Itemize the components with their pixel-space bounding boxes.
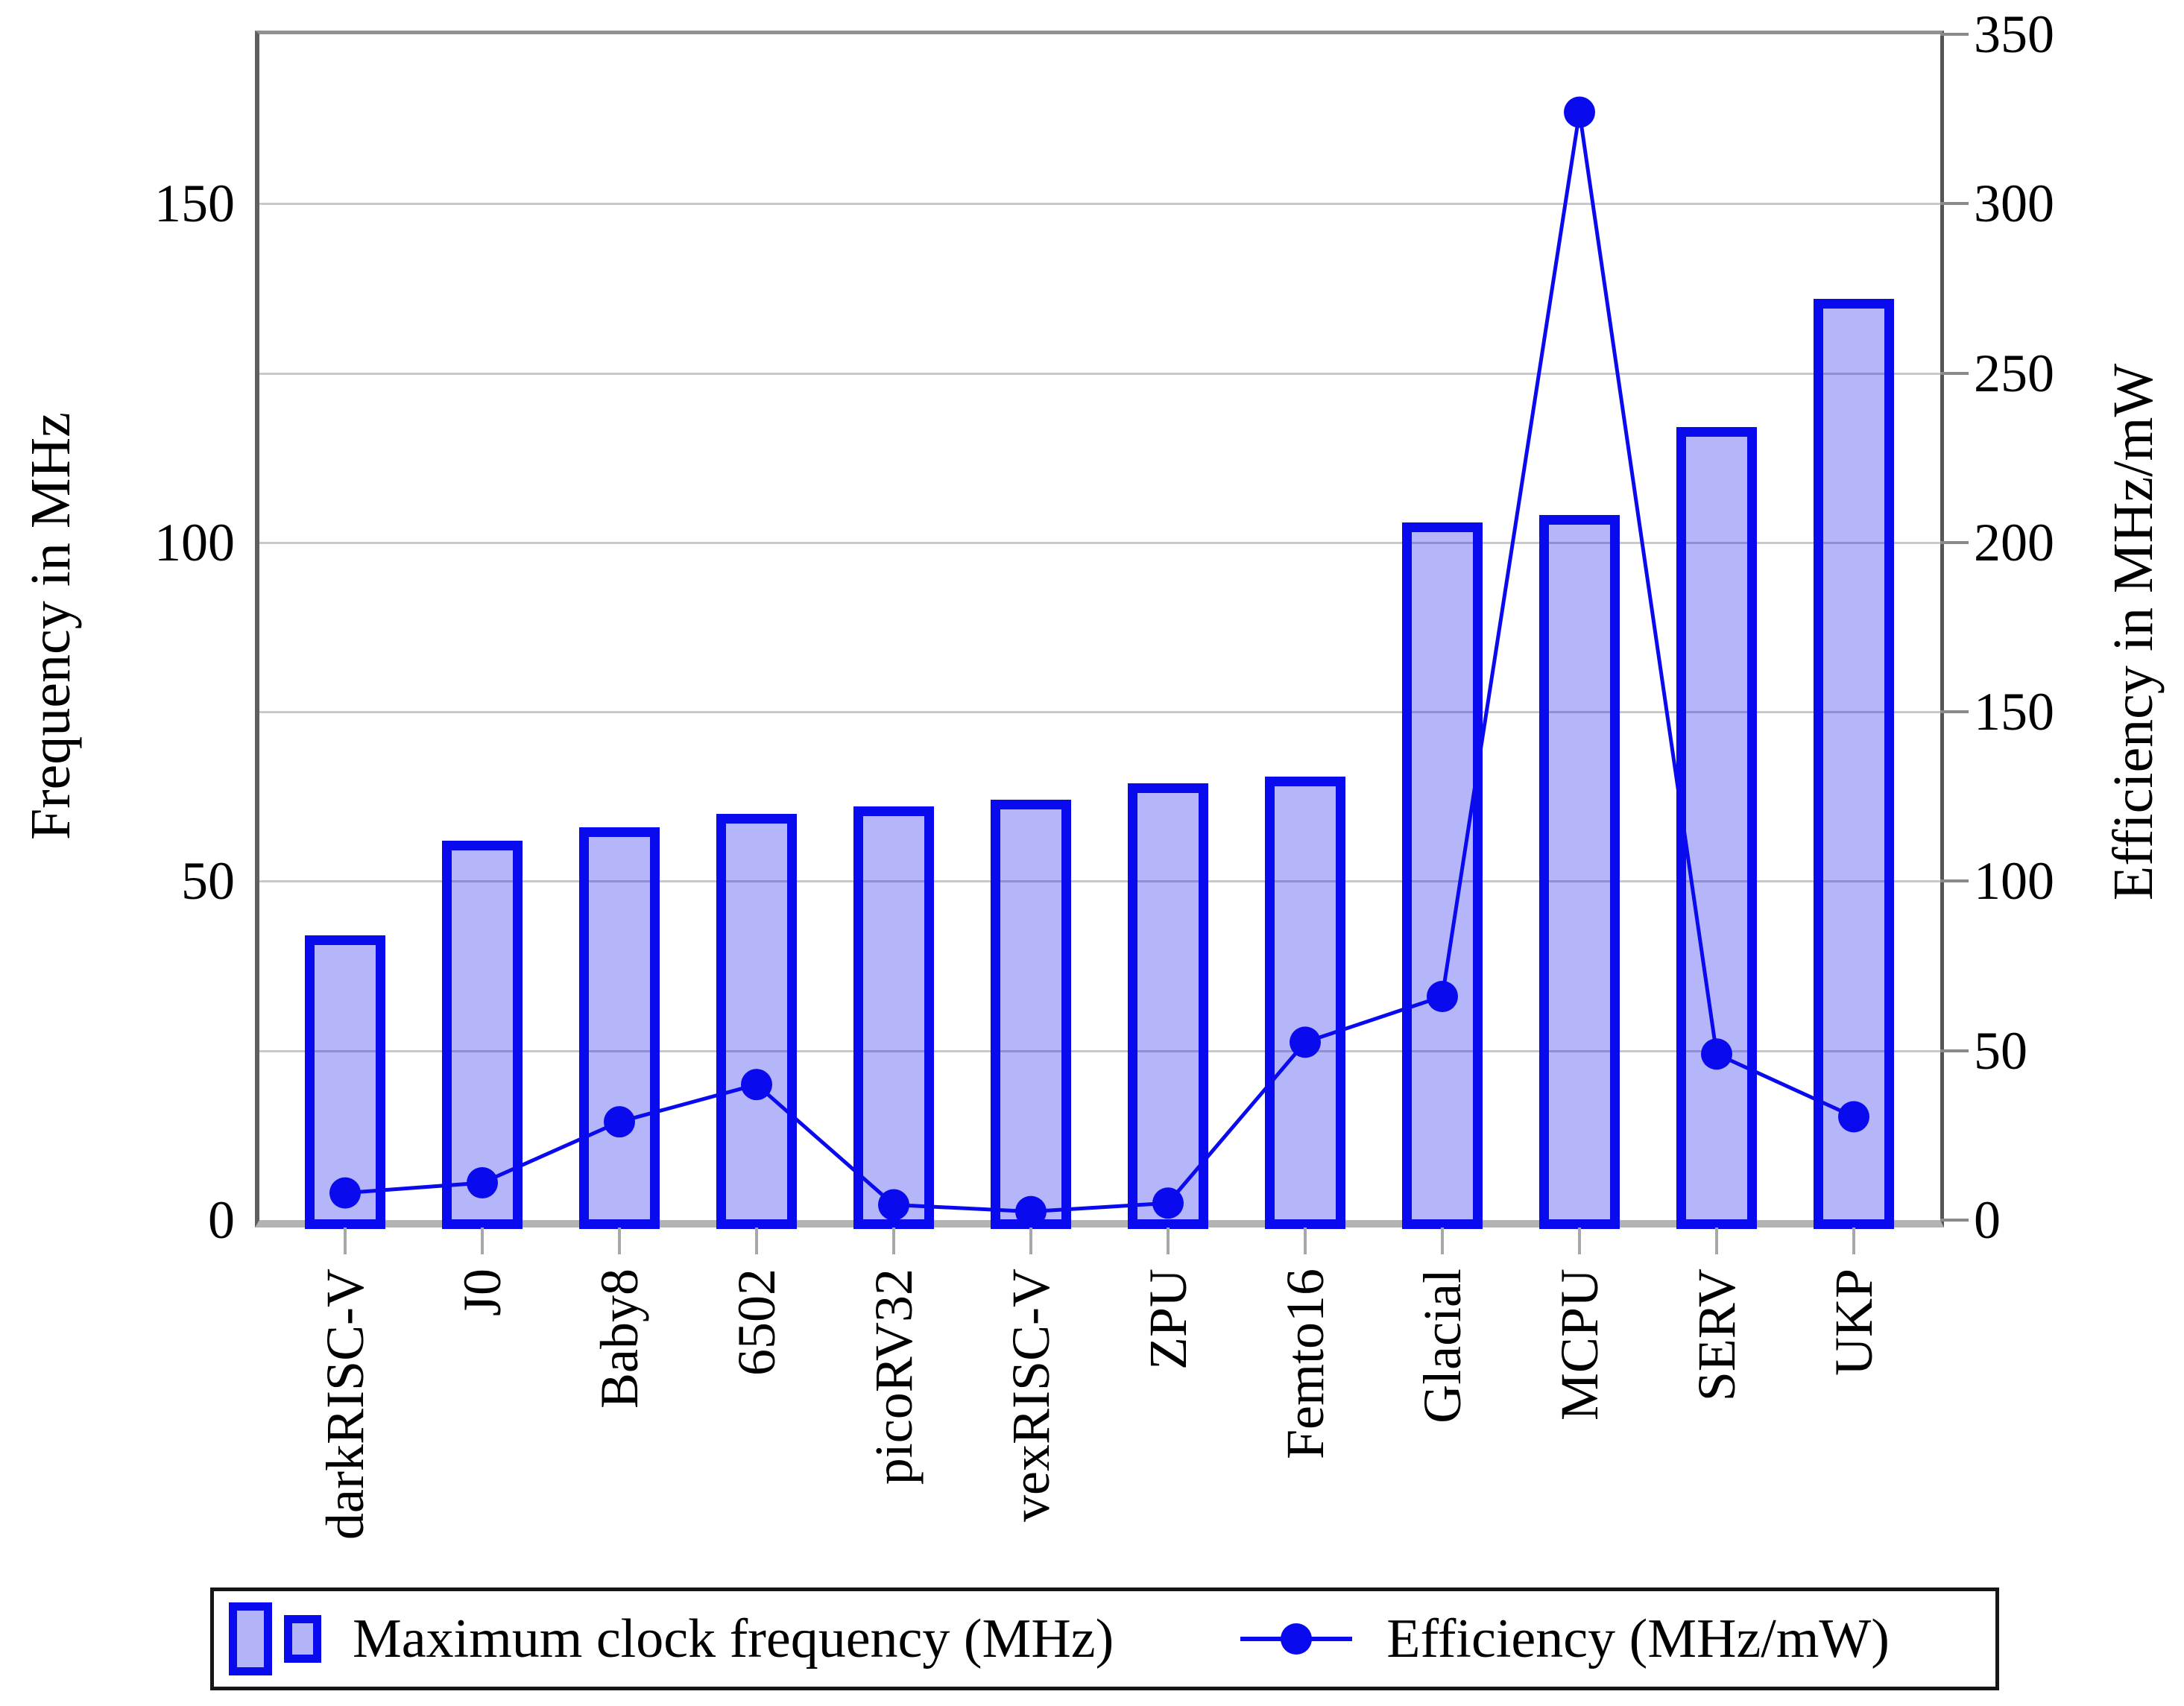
x-tick-mark	[481, 1228, 484, 1254]
line-series-icon	[1240, 1622, 1353, 1656]
point-mcpu	[1564, 96, 1595, 128]
legend-label-frequency: Maximum clock frequency (MHz)	[353, 1608, 1114, 1669]
x-tick-label-serv: SERV	[1687, 1269, 1746, 1402]
right-tick-label-0: 0	[1974, 1190, 2001, 1250]
efficiency-line-layer	[329, 96, 1869, 1228]
x-tick-label-vexrisc-v: vexRISC-V	[1001, 1269, 1061, 1522]
bar-series-icon	[229, 1602, 321, 1675]
point-zpu	[1152, 1187, 1184, 1219]
dot-swatch	[1281, 1623, 1313, 1655]
efficiency-line	[344, 112, 1855, 1214]
point-femto16	[1290, 1026, 1321, 1058]
x-tick-label-ukp: UKP	[1824, 1269, 1884, 1377]
bar-serv	[1676, 427, 1757, 1229]
x-tick-mark	[1167, 1228, 1170, 1254]
legend-label-efficiency: Efficiency (MHz/mW)	[1386, 1608, 1890, 1669]
x-tick-label-femto16: Femto16	[1275, 1269, 1335, 1460]
left-axis-title: Frequency in MHz	[19, 411, 82, 841]
bar-j0	[442, 840, 523, 1229]
x-tick-mark	[1578, 1228, 1581, 1254]
right-axis-title: Efficiency in MHz/mW	[2102, 363, 2165, 901]
left-tick-label-50: 50	[181, 851, 235, 912]
right-tick-mark	[1940, 202, 1969, 206]
gridline-y	[259, 711, 1940, 714]
point-serv	[1701, 1038, 1732, 1070]
gridline-y	[259, 372, 1940, 375]
x-tick-mark	[1852, 1228, 1855, 1254]
left-tick-label-150: 150	[154, 174, 235, 234]
plot-area	[255, 31, 1944, 1228]
legend: Maximum clock frequency (MHz) Efficiency…	[210, 1587, 1999, 1690]
x-tick-label-j0: J0	[452, 1269, 512, 1317]
x-tick-label-6502: 6502	[727, 1269, 786, 1376]
bar-ukp	[1814, 298, 1894, 1229]
bar-swatch-tall	[229, 1602, 272, 1675]
right-tick-mark	[1940, 371, 1969, 375]
right-tick-label-50: 50	[1974, 1020, 2027, 1081]
x-tick-mark	[755, 1228, 758, 1254]
gridline-y	[259, 1049, 1940, 1052]
left-tick-label-100: 100	[154, 512, 235, 572]
x-tick-label-glacial: Glacial	[1413, 1269, 1472, 1424]
x-tick-mark	[344, 1228, 347, 1254]
x-tick-label-baby8: Baby8	[590, 1269, 649, 1409]
bar-picorv32	[853, 806, 934, 1229]
gridline-y	[259, 203, 1940, 206]
point-darkrisc-v	[329, 1177, 361, 1209]
x-tick-mark	[892, 1228, 895, 1254]
point-j0	[467, 1166, 498, 1198]
x-tick-mark	[1304, 1228, 1307, 1254]
point-picorv32	[878, 1189, 909, 1221]
bar-6502	[716, 813, 797, 1229]
bar-swatch-short	[284, 1615, 321, 1663]
right-tick-label-200: 200	[1974, 512, 2054, 572]
bar-glacial	[1402, 522, 1483, 1229]
right-tick-label-350: 350	[1974, 4, 2054, 64]
point-baby8	[604, 1106, 635, 1138]
x-tick-mark	[1029, 1228, 1032, 1254]
right-tick-label-100: 100	[1974, 851, 2054, 912]
x-tick-label-mcpu: MCPU	[1550, 1269, 1609, 1421]
right-tick-label-300: 300	[1974, 174, 2054, 234]
x-tick-label-zpu: ZPU	[1138, 1269, 1198, 1371]
point-6502	[741, 1069, 772, 1101]
x-tick-mark	[1441, 1228, 1444, 1254]
bar-mcpu	[1539, 515, 1620, 1229]
gridline-y	[259, 880, 1940, 883]
left-tick-label-0: 0	[208, 1190, 235, 1250]
bar-vexrisc-v	[991, 800, 1071, 1229]
right-tick-label-150: 150	[1974, 682, 2054, 742]
x-tick-mark	[1715, 1228, 1718, 1254]
right-tick-mark	[1940, 1049, 1969, 1052]
x-tick-label-picorv32: picoRV32	[864, 1269, 924, 1485]
right-tick-mark	[1940, 33, 1969, 36]
x-tick-label-darkrisc-v: darkRISC-V	[315, 1269, 375, 1540]
x-tick-mark	[618, 1228, 621, 1254]
bar-baby8	[579, 827, 660, 1229]
right-tick-mark	[1940, 540, 1969, 544]
right-tick-label-250: 250	[1974, 343, 2054, 403]
right-tick-mark	[1940, 710, 1969, 714]
bar-zpu	[1128, 783, 1208, 1229]
bar-femto16	[1265, 776, 1345, 1229]
point-vexrisc-v	[1015, 1195, 1047, 1228]
right-tick-mark	[1940, 1219, 1969, 1222]
point-glacial	[1427, 980, 1458, 1012]
gridline-y	[259, 541, 1940, 544]
right-tick-mark	[1940, 879, 1969, 883]
point-ukp	[1838, 1101, 1869, 1133]
